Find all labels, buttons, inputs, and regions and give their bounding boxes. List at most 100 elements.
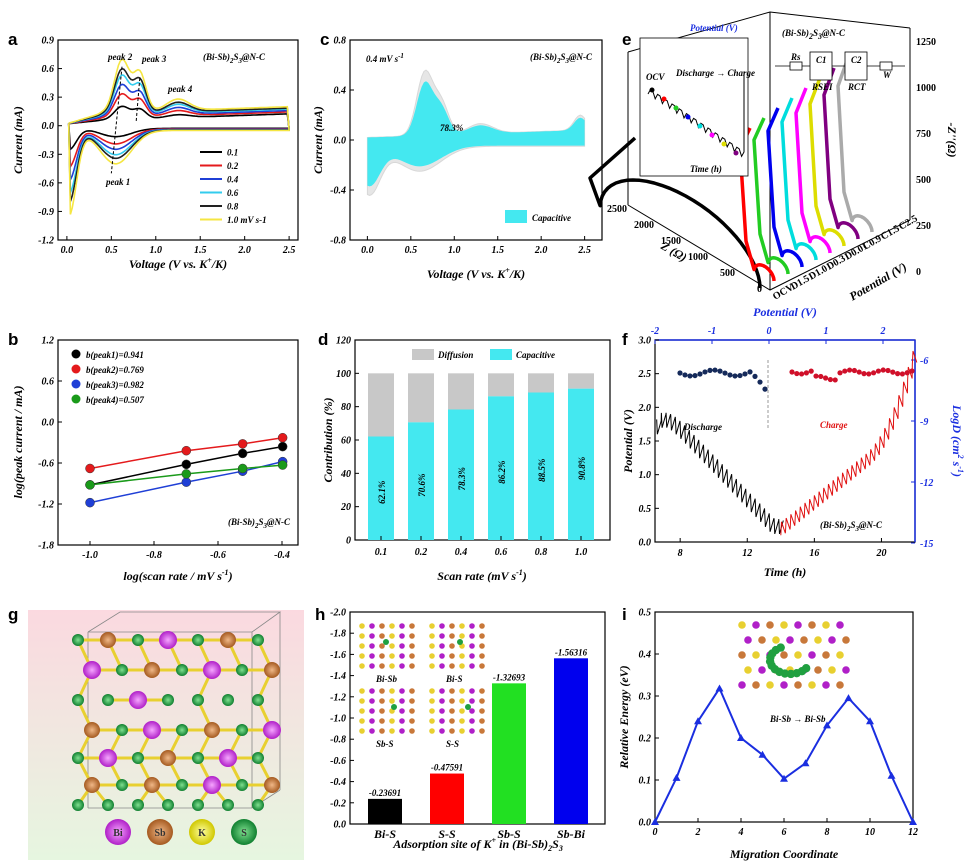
inset-atom (828, 666, 836, 674)
chart-a-frame (57, 39, 299, 241)
atom-Bi (263, 721, 281, 739)
panel-label-i: i (622, 605, 627, 624)
chart-d-legend-capacitive-swatch (490, 349, 512, 360)
atom-S (162, 799, 174, 811)
chart-a-xlabel: Voltage (V vs. K+/K) (129, 256, 227, 271)
inset-atom (439, 718, 445, 724)
diffusion-point-charge (856, 369, 862, 375)
chart-a-x-tick-label: 2.5 (282, 245, 296, 256)
diffusion-point-charge (904, 370, 910, 376)
inset-atom (429, 708, 435, 714)
inset-atom (409, 643, 415, 649)
chart-d-x-tick-label: 0.8 (535, 547, 548, 558)
chart-f-y-tick-label: 1.0 (639, 470, 652, 481)
binding-bar (492, 683, 526, 824)
diffusion-point-discharge (742, 371, 748, 377)
chart-b-xlabel: log(scan rate / mV s-1) (123, 568, 232, 583)
eis-curve-7 (822, 67, 860, 240)
legend-marker-1 (71, 364, 81, 374)
peak4-label: peak 4 (167, 84, 193, 94)
eis-curve-3 (766, 107, 804, 268)
energy-point (737, 734, 745, 741)
chart-f-charge-label: Charge (820, 420, 848, 430)
inset-atom (780, 621, 788, 629)
eis-curve-8 (836, 57, 874, 233)
inset-atom (469, 623, 475, 629)
inset-atom (379, 663, 385, 669)
chart-e-ylabel: Potential (V) (847, 260, 909, 304)
data-point-3 (277, 460, 288, 470)
diffusion-point-charge (818, 373, 824, 380)
chart-e-sample-label: (Bi-Sb)2S3@N-C (782, 28, 846, 41)
inset-atom (379, 633, 385, 639)
inset-atom (409, 728, 415, 734)
chart-c-capacitive-area (367, 81, 585, 187)
chart-b-x-tick-label: -0.6 (210, 550, 226, 561)
equivalent-circuit (775, 51, 905, 81)
diffusion-bar (488, 373, 514, 397)
atom-Bi (143, 721, 161, 739)
diffusion-point-charge (842, 368, 848, 374)
inset-atom (369, 623, 375, 629)
inset-atom (399, 708, 405, 714)
atom-S (132, 752, 144, 764)
inset-atom (822, 651, 830, 659)
chart-d-x-tick-label: 0.6 (495, 547, 508, 558)
atom-Sb (264, 662, 280, 678)
energy-point (866, 717, 874, 725)
atom-S (192, 694, 204, 706)
chart-f-ylabel: Potential (V) (621, 409, 635, 473)
inset-atom (836, 651, 844, 659)
atom-Sb (144, 662, 160, 678)
panel-label-b: b (8, 330, 18, 349)
inset-atom (379, 718, 385, 724)
chart-d-y-tick-label: 120 (336, 336, 351, 347)
atom-S (236, 664, 248, 676)
inset-atom (359, 623, 365, 629)
diffusion-point-discharge (687, 373, 693, 379)
inset-atom (459, 633, 465, 639)
inset-atom (409, 653, 415, 659)
chart-c-y-tick-label: -0.4 (330, 186, 346, 197)
diffusion-point-charge (895, 371, 901, 377)
inset-atom (439, 623, 445, 629)
inset-atom (409, 633, 415, 639)
inset-atom (459, 718, 465, 724)
chart-d-y-tick-label: 0 (346, 536, 351, 547)
chart-b-y-tick-label: 1.2 (42, 336, 55, 347)
chart-d-x-tick-label: 1.0 (575, 547, 588, 558)
atom-Sb (160, 750, 176, 766)
diffusion-bar (448, 373, 474, 410)
legend-atom-Bi (105, 819, 131, 845)
chart-f-xlabel: Time (h) (764, 565, 807, 579)
inset-atom (409, 623, 415, 629)
peak1-label: peak 1 (105, 177, 130, 187)
inset-ocv: OCV (646, 72, 666, 82)
binding-bar (368, 798, 402, 824)
atom-Bi (129, 691, 147, 709)
chart-h-y-tick-label: -1.6 (330, 650, 346, 661)
atom-S (192, 634, 204, 646)
inset-atom (469, 698, 475, 704)
chart-h-y-tick-label: -0.4 (330, 777, 346, 788)
eis-curve-6 (808, 77, 846, 247)
inset-atom (359, 728, 365, 734)
inset-atom (469, 653, 475, 659)
atom-Bi (219, 749, 237, 767)
inset-atom (814, 666, 822, 674)
chart-c-xlabel: Voltage (V vs. K+/K) (427, 266, 525, 281)
chart-b-frame (57, 339, 299, 546)
chart-a-x-tick-label: 0.5 (105, 245, 118, 256)
inset-text: Discharge → Charge (675, 68, 755, 78)
diffusion-point-charge (909, 368, 915, 374)
inset-atom (399, 643, 405, 649)
legend-atom-S (231, 819, 257, 845)
chart-i-x-tick-label: 10 (865, 827, 875, 838)
chart-a-ylabel: Current (mA) (11, 106, 25, 174)
atom-Bi (203, 776, 221, 794)
chart-f-yr-tick-label: -12 (920, 478, 933, 489)
chart-h: -2.0 -1.8 -1.6 -1.4 -1.2 -1.0 -0.8 -0.6 -0.4 -0.2… (330, 608, 606, 853)
inset-atom (786, 636, 794, 644)
inset-atom (369, 698, 375, 704)
atom-Bi (83, 661, 101, 679)
